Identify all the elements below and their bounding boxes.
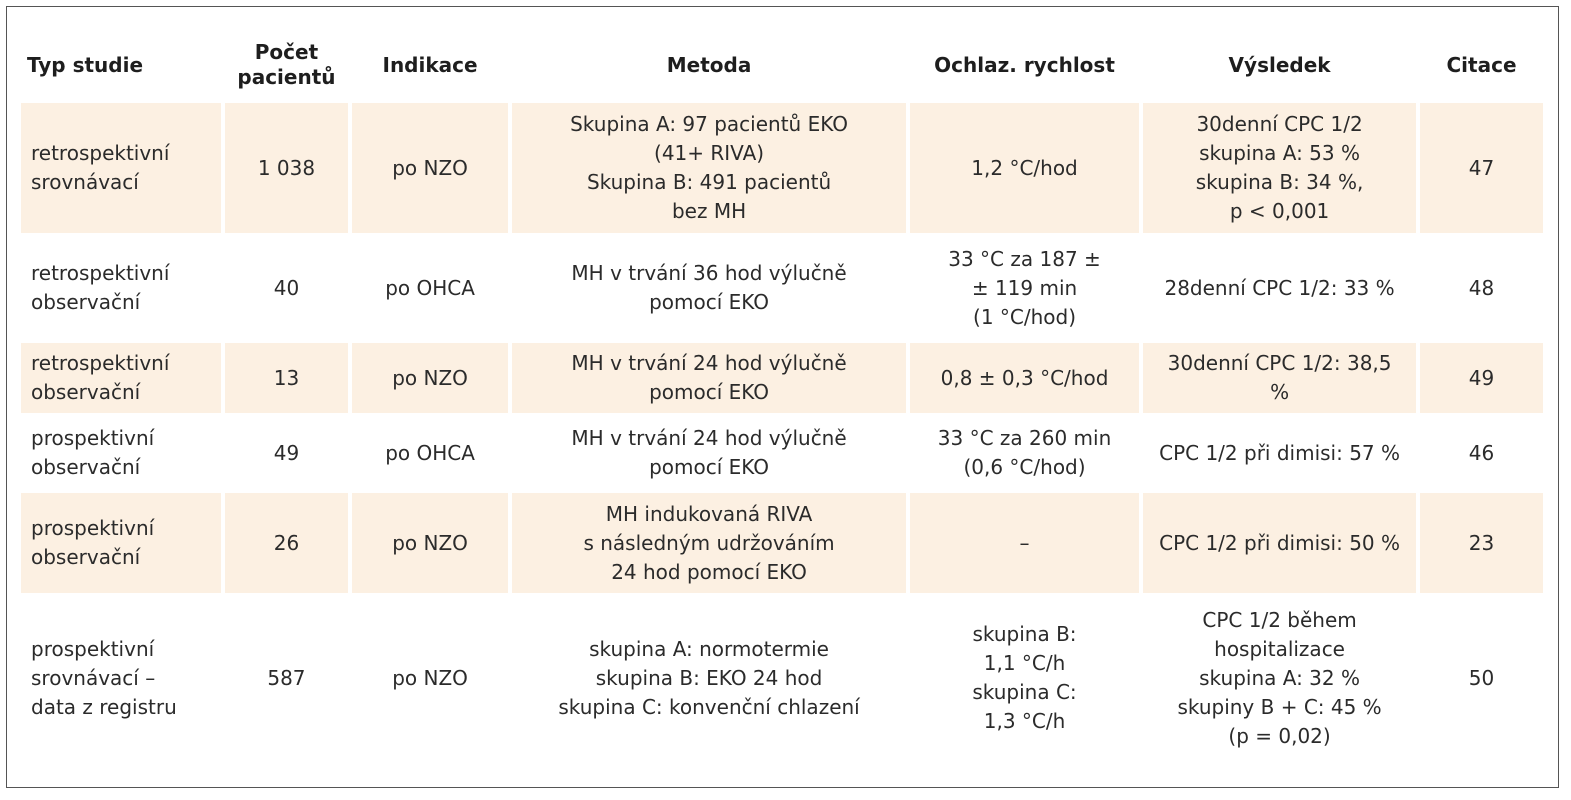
table-frame (6, 6, 1559, 788)
cell-metoda: MH indukovaná RIVA s následným udržování… (512, 493, 906, 593)
cell-pocet: 26 (225, 493, 348, 593)
cell-indikace: po NZO (351, 103, 509, 233)
table-header-row: Typ studie Počet pacientů Indikace Metod… (21, 32, 1543, 98)
cell-pocet: 49 (273, 440, 300, 465)
cell-typ: retrospektivní srovnávací (21, 103, 221, 233)
header-citace: Citace (1446, 52, 1517, 77)
table-row: retrospektivní observační 40 po OHCA MH … (21, 238, 1543, 338)
cell-citace: 46 (1468, 440, 1495, 465)
cell-rychlost: 1,2 °C/hod (909, 103, 1140, 233)
cell-metoda: Skupina A: 97 pacientů EKO (41+ RIVA) Sk… (512, 103, 906, 233)
cell-citace: 50 (1468, 665, 1495, 690)
cell-typ: prospektivní observační (31, 426, 155, 479)
cell-metoda: MH v trvání 24 hod výlučně pomocí EKO (571, 426, 847, 479)
cell-rychlost: – (909, 493, 1140, 593)
table-row: prospektivní srovnávací – data z registr… (21, 598, 1543, 758)
cell-indikace: po NZO (392, 665, 468, 690)
cell-vysledek: 30denní CPC 1/2: 38,5 % (1143, 343, 1417, 413)
cell-typ: retrospektivní observační (31, 261, 170, 314)
header-typ-studie: Typ studie (27, 52, 144, 77)
cell-citace: 48 (1468, 275, 1495, 300)
cell-metoda: MH v trvání 24 hod výlučně pomocí EKO (512, 343, 906, 413)
cell-indikace: po NZO (351, 343, 509, 413)
cell-rychlost: skupina B: 1,1 °C/h skupina C: 1,3 °C/h (972, 622, 1077, 733)
cell-pocet: 587 (267, 665, 306, 690)
cell-indikace: po OHCA (385, 440, 475, 465)
header-pocet-pacientu: Počet pacientů (237, 40, 336, 89)
cell-metoda: MH v trvání 36 hod výlučně pomocí EKO (571, 261, 847, 314)
cell-vysledek: 30denní CPC 1/2 skupina A: 53 % skupina … (1143, 103, 1417, 233)
cell-rychlost: 33 °C za 260 min (0,6 °C/hod) (937, 426, 1112, 479)
table-row: retrospektivní srovnávací 1 038 po NZO S… (21, 103, 1543, 233)
cell-metoda: skupina A: normotermie skupina B: EKO 24… (558, 636, 860, 719)
cell-rychlost: 33 °C za 187 ± ± 119 min (1 °C/hod) (948, 246, 1101, 329)
table-row: retrospektivní observační 13 po NZO MH v… (21, 343, 1543, 413)
table-row: prospektivní observační 26 po NZO MH ind… (21, 493, 1543, 593)
cell-pocet: 40 (273, 275, 300, 300)
cell-rychlost: 0,8 ± 0,3 °C/hod (909, 343, 1140, 413)
header-ochlaz-rychlost: Ochlaz. rychlost (934, 52, 1115, 77)
cell-citace: 47 (1420, 103, 1543, 233)
cell-typ: retrospektivní observační (21, 343, 221, 413)
cell-typ: prospektivní observační (21, 493, 221, 593)
studies-table: Typ studie Počet pacientů Indikace Metod… (17, 27, 1547, 763)
cell-vysledek: CPC 1/2 během hospitalizace skupina A: 3… (1177, 607, 1382, 748)
cell-citace: 49 (1420, 343, 1543, 413)
cell-pocet: 1 038 (225, 103, 348, 233)
cell-vysledek: CPC 1/2 při dimisi: 57 % (1159, 440, 1401, 465)
cell-vysledek: 28denní CPC 1/2: 33 % (1164, 275, 1395, 300)
header-indikace: Indikace (382, 52, 478, 77)
cell-indikace: po OHCA (385, 275, 475, 300)
cell-pocet: 13 (225, 343, 348, 413)
table-row: prospektivní observační 49 po OHCA MH v … (21, 418, 1543, 488)
header-vysledek: Výsledek (1228, 52, 1331, 77)
cell-citace: 23 (1420, 493, 1543, 593)
cell-vysledek: CPC 1/2 při dimisi: 50 % (1143, 493, 1417, 593)
cell-typ: prospektivní srovnávací – data z registr… (31, 636, 177, 719)
cell-indikace: po NZO (351, 493, 509, 593)
header-metoda: Metoda (666, 52, 752, 77)
